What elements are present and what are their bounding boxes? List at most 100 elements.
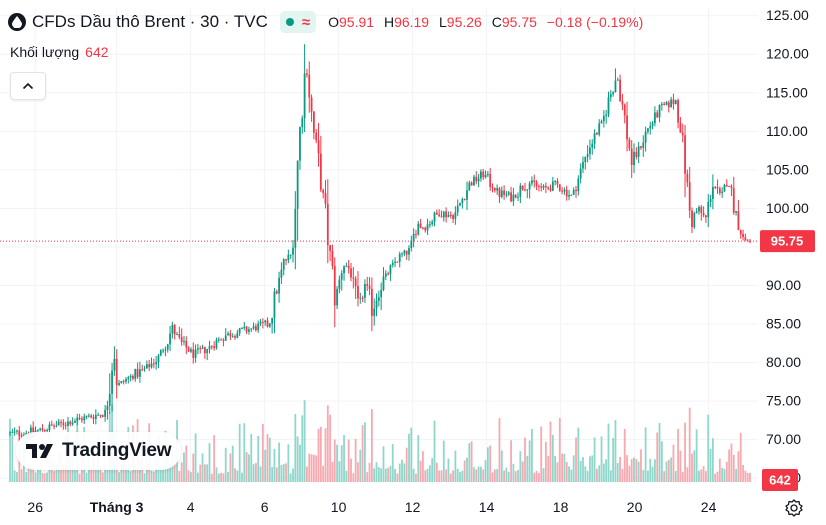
volume-bar (143, 473, 146, 482)
candle-body (350, 268, 352, 278)
candle-body (120, 381, 123, 384)
candle-body (39, 428, 42, 430)
volume-bar (547, 456, 550, 482)
candle-body (633, 151, 635, 166)
candle-body (558, 184, 561, 191)
candle-body (593, 133, 596, 144)
candle-body (252, 326, 255, 329)
candle-body (333, 265, 336, 306)
time-axis[interactable]: 26 Tháng 3 4 6 10 12 14 18 20 24 (27, 499, 716, 515)
volume-bar (707, 414, 710, 482)
volume-bar (398, 463, 401, 482)
tradingview-logo[interactable]: TradingView (16, 432, 182, 470)
volume-bar (289, 473, 292, 482)
candle-body (510, 192, 512, 202)
candle-body (477, 178, 480, 182)
volume-bar (681, 472, 684, 482)
candle-body (621, 101, 624, 105)
close-value: 95.75 (501, 14, 537, 30)
volume-bar (217, 473, 220, 482)
last-volume-label: 642 (762, 469, 798, 491)
volume-bar (178, 470, 181, 482)
candle-body (115, 358, 118, 386)
candle-body (210, 346, 213, 348)
volume-bar (663, 471, 666, 482)
volume-bar (531, 428, 533, 482)
candle-body (29, 427, 32, 435)
volume-bar (229, 453, 232, 482)
volume-bar (579, 460, 582, 482)
volume-bar (584, 466, 587, 482)
volume-bar (315, 455, 318, 482)
candle-body (76, 418, 79, 422)
candle-body (338, 279, 341, 289)
volume-bar (674, 470, 677, 482)
volume-bar (401, 459, 403, 482)
volume-bar (449, 473, 452, 482)
candle-body (322, 189, 325, 193)
candle-body (259, 321, 262, 324)
candle-body (640, 146, 642, 148)
candle-body (319, 153, 322, 190)
volume-bar (350, 458, 352, 482)
candle-body (547, 187, 550, 189)
volume-bar (544, 441, 547, 482)
candle-body (575, 189, 577, 192)
candle-body (401, 253, 403, 255)
volume-bar (203, 464, 206, 482)
volume-legend[interactable]: Khối lượng 642 (10, 44, 109, 60)
volume-bar (475, 469, 478, 482)
candle-body (709, 199, 712, 203)
time-tick-label: 26 (27, 499, 43, 515)
candle-body (366, 284, 369, 286)
candle-body (442, 211, 445, 218)
candle-body (180, 337, 183, 342)
candle-body (642, 142, 645, 148)
chart-settings-button[interactable] (783, 497, 805, 519)
volume-bar (524, 437, 526, 482)
volume-bar (589, 456, 591, 482)
candle-body (470, 182, 473, 186)
candle-body (238, 328, 241, 334)
candle-body (92, 417, 95, 419)
candle-body (278, 277, 280, 294)
candle-body (155, 362, 158, 365)
volume-bar (477, 466, 480, 482)
candle-body (157, 355, 160, 363)
candle-body (498, 188, 501, 197)
volume-bar (16, 472, 18, 482)
volume-bar (549, 421, 552, 482)
candle-body (264, 320, 267, 323)
volume-bar (273, 449, 276, 482)
oil-drop-icon (8, 13, 26, 31)
candle-body (183, 340, 185, 342)
candle-body (13, 431, 16, 433)
candle-body (292, 247, 294, 255)
price-tick-label: 105.00 (766, 161, 809, 177)
price-tick-label: 90.00 (766, 277, 801, 293)
candle-body (261, 321, 264, 323)
volume-bar (373, 468, 376, 482)
volume-bar (208, 443, 211, 482)
volume-bar (408, 433, 410, 482)
volume-bar (106, 468, 109, 482)
candle-body (312, 111, 315, 133)
candle-body (11, 431, 14, 433)
collapse-legend-button[interactable] (10, 72, 46, 100)
candle-body (491, 186, 494, 188)
candle-body (122, 381, 125, 383)
volume-bar (62, 463, 65, 482)
volume-bar (268, 437, 271, 482)
volume-bar (180, 462, 183, 482)
volume-bar (554, 455, 557, 482)
symbol-title[interactable]: CFDs Dầu thô Brent · 30 · TVC (32, 12, 268, 31)
volume-bar (257, 435, 260, 482)
candle-body (324, 192, 327, 204)
candle-body (616, 79, 619, 81)
market-status[interactable]: ≈ (279, 11, 317, 33)
candle-body (695, 211, 698, 214)
candle-body (78, 418, 81, 420)
candle-body (357, 286, 359, 299)
volume-bar (431, 458, 434, 482)
volume-bar (616, 463, 619, 482)
